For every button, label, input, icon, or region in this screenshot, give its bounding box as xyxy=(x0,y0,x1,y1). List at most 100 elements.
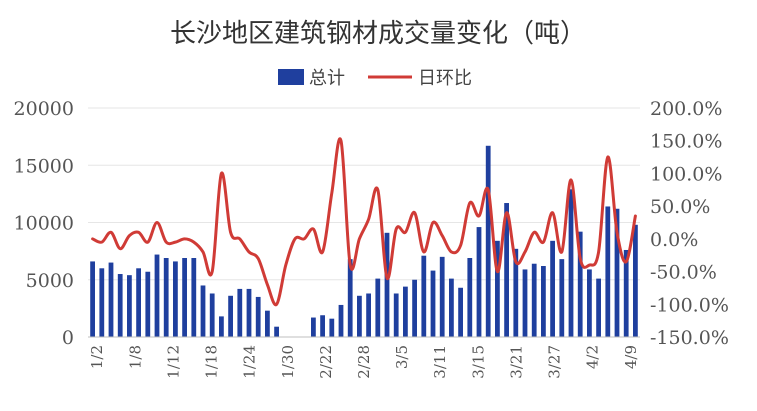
x-tick: 1/30 xyxy=(279,345,297,379)
bar xyxy=(136,268,141,337)
bar xyxy=(90,261,95,337)
bar xyxy=(541,266,546,337)
bar xyxy=(191,258,197,337)
bar xyxy=(384,232,390,337)
chart-title: 长沙地区建筑钢材成交量变化（吨） xyxy=(170,19,586,49)
y-right-tick-label: -100.0% xyxy=(650,294,729,316)
bar xyxy=(439,256,445,337)
bar xyxy=(559,259,565,337)
bar xyxy=(623,249,629,337)
y-left-tick-label: 20000 xyxy=(14,98,74,120)
y-right-tick-label: 50.0% xyxy=(650,196,710,218)
x-tick-label: 4/2 xyxy=(584,345,602,369)
bar xyxy=(347,259,353,337)
x-tick: 1/2 xyxy=(88,345,106,369)
bar xyxy=(173,261,178,337)
bar xyxy=(596,278,601,337)
bar xyxy=(265,310,270,337)
x-tick: 3/5 xyxy=(393,345,411,369)
bar xyxy=(320,315,325,337)
bar xyxy=(163,258,169,337)
x-tick-label: 3/11 xyxy=(431,345,449,379)
x-tick: 3/27 xyxy=(546,345,564,379)
x-tick-label: 1/30 xyxy=(279,345,297,379)
legend: 总计 日环比 xyxy=(278,68,472,89)
x-tick: 1/18 xyxy=(203,345,221,379)
bar xyxy=(458,287,463,337)
x-tick: 2/22 xyxy=(317,345,335,379)
line-series xyxy=(91,137,637,307)
bar xyxy=(228,295,233,337)
y-right-tick-label: 150.0% xyxy=(650,131,722,153)
legend-bar-swatch xyxy=(278,69,304,85)
x-tick-label: 1/8 xyxy=(126,345,144,369)
bar xyxy=(274,326,279,337)
bar xyxy=(633,224,638,337)
x-tick-label: 1/2 xyxy=(88,345,106,369)
x-tick-label: 3/15 xyxy=(469,345,487,379)
x-axis: 1/2 1/8 1/12 1/18 1/24 1/30 2/22 2/28 3/5 3/11 3/1… xyxy=(88,336,640,379)
bar xyxy=(449,278,454,337)
bar xyxy=(605,206,611,337)
bar xyxy=(513,248,519,337)
y-axis-left: 0 5000 10000 15000 20000 xyxy=(14,98,74,349)
y-right-tick-label: 100.0% xyxy=(650,163,722,185)
y-right-tick-label: 0.0% xyxy=(650,229,698,251)
bar xyxy=(485,145,491,337)
line-path xyxy=(91,137,637,307)
x-tick: 3/15 xyxy=(469,345,487,379)
y-right-tick-label: 200.0% xyxy=(650,98,722,120)
x-tick-label: 1/12 xyxy=(164,345,182,379)
y-axis-right: -150.0% -100.0% -50.0% 0.0% 50.0% 100.0% 150.0… xyxy=(650,98,729,349)
bar xyxy=(476,227,482,337)
bar xyxy=(246,288,252,337)
bar xyxy=(522,269,528,337)
bar xyxy=(467,258,473,337)
x-tick: 1/8 xyxy=(126,345,144,369)
bar xyxy=(421,255,427,337)
bar xyxy=(237,288,243,337)
bar xyxy=(108,262,114,337)
x-tick: 1/24 xyxy=(241,345,259,379)
bar xyxy=(568,189,574,337)
bar xyxy=(127,275,132,337)
bar xyxy=(311,317,316,337)
x-tick: 4/9 xyxy=(622,345,640,369)
bar xyxy=(99,268,105,337)
x-tick-label: 1/24 xyxy=(241,345,259,379)
bar xyxy=(154,254,160,337)
bar xyxy=(209,293,215,337)
bar xyxy=(366,293,371,337)
bar xyxy=(200,285,206,337)
x-tick: 4/2 xyxy=(584,345,602,369)
x-tick-label: 1/18 xyxy=(203,345,221,379)
bar xyxy=(614,208,620,337)
bar xyxy=(182,258,187,337)
bar xyxy=(117,274,123,337)
bar xyxy=(430,270,436,337)
bar xyxy=(219,316,224,337)
legend-bar-label: 总计 xyxy=(309,68,345,89)
bar xyxy=(504,203,509,337)
bar xyxy=(393,293,399,337)
bar xyxy=(375,278,381,337)
y-right-tick-label: -150.0% xyxy=(650,327,729,349)
x-tick-label: 2/22 xyxy=(317,345,335,379)
bar xyxy=(577,231,583,337)
y-left-tick-label: 0 xyxy=(62,327,74,349)
bar xyxy=(329,318,335,337)
bar xyxy=(550,240,555,337)
bar xyxy=(531,263,537,337)
bar xyxy=(338,304,344,337)
x-tick-label: 4/9 xyxy=(622,345,640,369)
bar xyxy=(145,271,151,337)
y-left-tick-label: 5000 xyxy=(26,270,74,292)
bar xyxy=(403,286,408,337)
x-tick: 3/11 xyxy=(431,345,449,379)
bar xyxy=(495,240,500,337)
bar xyxy=(255,296,261,337)
x-tick-label: 3/27 xyxy=(546,345,564,379)
bar xyxy=(587,269,592,337)
